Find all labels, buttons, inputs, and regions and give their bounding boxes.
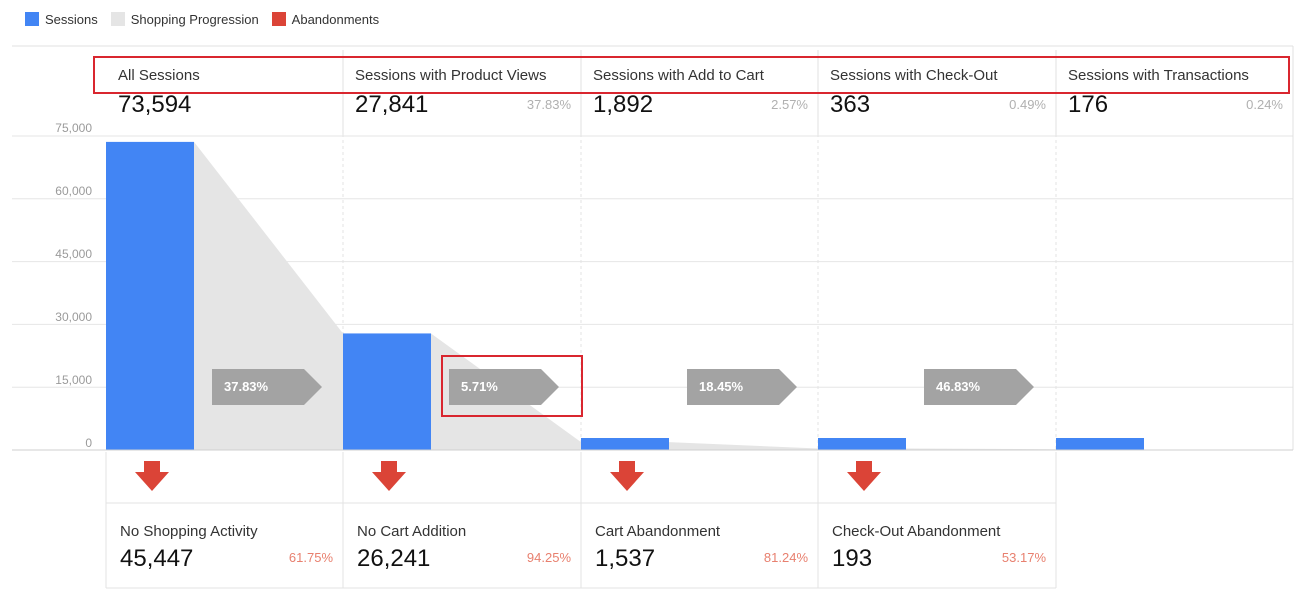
abandon-value: 1,537 (595, 545, 656, 572)
session-bar (818, 438, 906, 450)
abandonment-arrow-icon (372, 461, 406, 491)
stage-percentage: 37.83% (526, 97, 571, 112)
abandonment-arrow-icon (135, 461, 169, 491)
stage-percentage: 0.24% (1246, 97, 1283, 112)
abandon-percentage: 94.25% (526, 550, 571, 565)
stage-value: 363 (830, 91, 871, 118)
abandon-title: Cart Abandonment (595, 523, 721, 540)
y-tick-label: 75,000 (55, 121, 92, 135)
stage-add-to-cart[interactable]: Sessions with Add to Cart 1,892 2.57% (581, 64, 818, 134)
stage-product-views[interactable]: Sessions with Product Views 27,841 37.83… (343, 64, 581, 134)
legend-label-abandonments: Abandonments (291, 11, 380, 27)
legend-item-abandonments[interactable]: Abandonments (271, 11, 380, 27)
abandon-check-out-abandonment[interactable]: Check-Out Abandonment 193 53.17% (818, 503, 1056, 587)
y-tick-label: 15,000 (55, 373, 92, 387)
abandon-cart-abandonment[interactable]: Cart Abandonment 1,537 81.24% (581, 503, 818, 587)
progression-rate-arrow (924, 369, 1034, 405)
abandon-no-cart-addition[interactable]: No Cart Addition 26,241 94.25% (343, 503, 581, 587)
progression-rate-label: 37.83% (224, 379, 269, 394)
stage-transactions[interactable]: Sessions with Transactions 176 0.24% (1056, 64, 1293, 134)
legend-label-shopping-progression: Shopping Progression (130, 11, 259, 27)
stage-value: 27,841 (355, 91, 429, 118)
stage-value: 1,892 (593, 91, 654, 118)
abandon-title: No Cart Addition (357, 523, 467, 540)
chart-legend: Sessions Shopping Progression Abandonmen… (25, 11, 392, 27)
stage-title: Sessions with Transactions (1068, 67, 1249, 84)
progression-shape (669, 442, 818, 450)
stage-check-out[interactable]: Sessions with Check-Out 363 0.49% (818, 64, 1056, 134)
abandon-title: Check-Out Abandonment (832, 523, 1001, 540)
legend-swatch-shopping-progression (110, 12, 125, 26)
legend-swatch-sessions (25, 12, 39, 26)
abandon-percentage: 53.17% (1001, 550, 1046, 565)
y-tick-label: 0 (85, 436, 92, 450)
legend-swatch-abandonments (271, 12, 286, 26)
legend-label-sessions: Sessions (45, 11, 98, 27)
y-tick-label: 45,000 (55, 247, 92, 261)
stage-title: Sessions with Check-Out (830, 67, 998, 84)
abandon-title: No Shopping Activity (120, 523, 258, 540)
progression-rate-label: 46.83% (936, 379, 981, 394)
session-bar (1056, 438, 1144, 450)
abandon-value: 45,447 (120, 545, 194, 572)
progression-rate-label: 18.45% (699, 379, 744, 394)
legend-item-shopping-progression[interactable]: Shopping Progression (110, 11, 259, 27)
y-tick-label: 60,000 (55, 184, 92, 198)
stage-value: 73,594 (118, 91, 192, 118)
abandonment-arrow-icon (610, 461, 644, 491)
stage-percentage: 2.57% (771, 97, 808, 112)
session-bar (106, 141, 194, 450)
stage-all-sessions[interactable]: All Sessions 73,594 (106, 64, 343, 134)
stage-value: 176 (1068, 91, 1109, 118)
y-tick-label: 30,000 (55, 310, 92, 324)
stage-percentage: 0.49% (1009, 97, 1046, 112)
abandon-percentage: 81.24% (763, 550, 808, 565)
progression-rate-arrow (449, 369, 559, 405)
abandonment-arrow-icon (847, 461, 881, 491)
legend-item-sessions[interactable]: Sessions (25, 12, 98, 27)
abandon-no-shopping-activity[interactable]: No Shopping Activity 45,447 61.75% (106, 503, 343, 587)
progression-rate-arrow (212, 369, 322, 405)
abandon-value: 26,241 (357, 545, 431, 572)
abandon-percentage: 61.75% (288, 550, 333, 565)
progression-rate-arrow (687, 369, 797, 405)
session-bar (581, 438, 669, 450)
stage-title: Sessions with Product Views (355, 67, 547, 84)
abandon-value: 193 (832, 545, 873, 572)
stage-title: Sessions with Add to Cart (593, 67, 764, 84)
stage-title: All Sessions (118, 67, 200, 84)
session-bar (343, 333, 431, 450)
progression-rate-label: 5.71% (461, 379, 498, 394)
